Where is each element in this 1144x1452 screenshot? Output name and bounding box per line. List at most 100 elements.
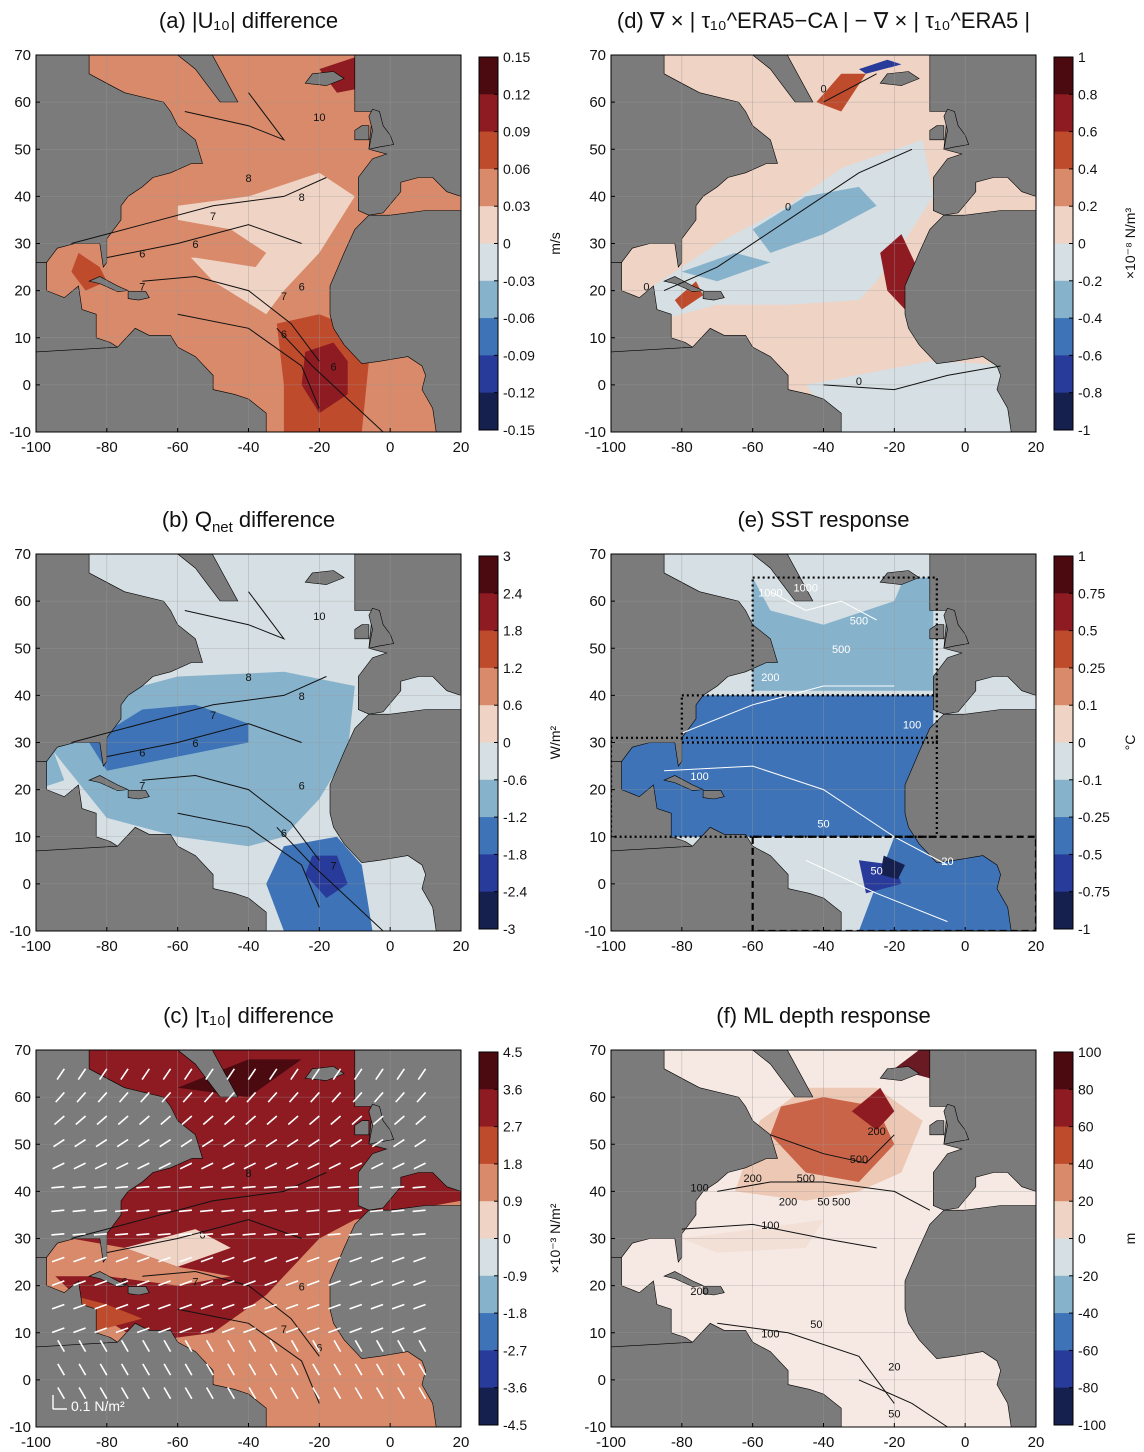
x-tick-label: -100 [596, 938, 626, 955]
contour-line [71, 177, 327, 244]
wind-vector [243, 1162, 256, 1170]
colorbar-tick-label: 0.25 [1078, 660, 1105, 676]
contour-line [770, 591, 877, 621]
map-area: 0 0 0 0 [611, 55, 1036, 432]
field-region [53, 671, 355, 847]
contour-label: 200 [779, 1197, 797, 1209]
wind-vector [333, 1363, 342, 1376]
wind-vector [391, 1209, 405, 1213]
y-tick-label: 60 [14, 94, 31, 111]
x-tick-label: -40 [813, 1434, 835, 1451]
wind-vector [117, 1115, 129, 1126]
colorbar-tick-label: 0 [503, 1231, 511, 1247]
y-tick-label: 60 [589, 94, 606, 111]
land-mask [368, 1103, 395, 1145]
wind-vector [285, 1209, 299, 1213]
contour-line [805, 859, 948, 923]
colorbar-tick-label: 40 [1078, 1156, 1094, 1172]
wind-vector [163, 1387, 172, 1400]
wind-vector [353, 1068, 363, 1081]
wind-vector [225, 1091, 235, 1103]
wind-vector [73, 1280, 86, 1287]
wind-vector [371, 1138, 384, 1148]
colorbar-unit: m [1122, 1233, 1138, 1245]
wind-vector [397, 1363, 406, 1376]
x-tick-label: -40 [238, 938, 260, 955]
contour-line [276, 327, 384, 432]
panel-title: (a) |U₁₀| difference [159, 8, 338, 33]
region-box [751, 835, 1036, 931]
contour-label: 50 [817, 1197, 829, 1209]
y-tick-label: 70 [14, 1042, 31, 1059]
y-tick-label: 0 [23, 1372, 31, 1389]
x-tick-label: -80 [96, 439, 118, 456]
wind-vector [397, 1387, 406, 1400]
wind-vector [373, 1091, 384, 1103]
wind-vector [263, 1209, 277, 1213]
x-tick-label: 0 [386, 1434, 394, 1451]
land-mask [354, 125, 370, 141]
colorbar-bin [479, 854, 498, 893]
colorbar-tick-label: 0 [1078, 1231, 1086, 1247]
x-tick-label: -20 [883, 938, 905, 955]
contour-label: 7 [330, 861, 336, 873]
land-mask [611, 1322, 842, 1427]
contour-label: 200 [743, 1173, 761, 1185]
y-tick-label: -10 [9, 424, 31, 441]
field-region [805, 361, 1036, 432]
y-tick-label: 0 [598, 377, 606, 394]
field-region [305, 855, 348, 898]
colorbar-tick-label: -0.2 [1078, 273, 1102, 289]
colorbar-tick-label: 1 [1078, 548, 1086, 564]
wind-vector [179, 1162, 193, 1170]
wind-vector [205, 1339, 214, 1352]
wind-vector [391, 1303, 405, 1310]
wind-vector [354, 1387, 363, 1400]
colorbar-bin [1054, 1350, 1073, 1389]
colorbar-bin [1054, 168, 1073, 207]
wind-vector [348, 1185, 362, 1189]
colorbar-tick-label: -20 [1078, 1268, 1098, 1284]
y-tick-label: 40 [589, 687, 606, 704]
wind-vector [138, 1115, 150, 1126]
wind-vector [264, 1162, 278, 1170]
colorbar-bin [1054, 392, 1073, 431]
wind-vector [349, 1327, 363, 1334]
field-region [851, 1087, 895, 1131]
colorbar-unit: °C [1122, 735, 1138, 751]
y-tick-label: 70 [14, 47, 31, 64]
colorbar-bin [479, 593, 498, 632]
contour-label: 100 [690, 771, 708, 783]
wind-vector [243, 1256, 256, 1263]
field-region [319, 55, 362, 93]
wind-vector [200, 1280, 214, 1287]
wind-vector [221, 1280, 235, 1287]
wind-vector [331, 1091, 342, 1103]
y-tick-label: 30 [14, 1231, 31, 1248]
wind-vector [227, 1387, 236, 1400]
wind-vector [118, 1091, 129, 1103]
wind-vector [391, 1280, 405, 1287]
wind-vector [140, 1091, 150, 1103]
wind-vector [162, 1068, 172, 1081]
region-box [611, 736, 938, 838]
wind-vector [243, 1327, 256, 1334]
land-mask [127, 291, 150, 301]
wind-vector [370, 1303, 384, 1310]
colorbar-bin [479, 94, 498, 133]
wind-vector [202, 1115, 214, 1126]
wind-vector [245, 1115, 257, 1126]
wind-vector [242, 1232, 256, 1236]
x-tick-label: -100 [596, 439, 626, 456]
colorbar-tick-label: -0.12 [503, 385, 535, 401]
colorbar-bin [1054, 1126, 1073, 1165]
y-tick-label: 0 [598, 1372, 606, 1389]
land-mask [879, 71, 920, 86]
panel-title: (b) Qnet difference [162, 507, 335, 536]
colorbar-bin [479, 355, 498, 394]
wind-vector [349, 1280, 363, 1287]
colorbar-bin [479, 556, 498, 594]
colorbar-tick-label: 0.06 [503, 161, 530, 177]
